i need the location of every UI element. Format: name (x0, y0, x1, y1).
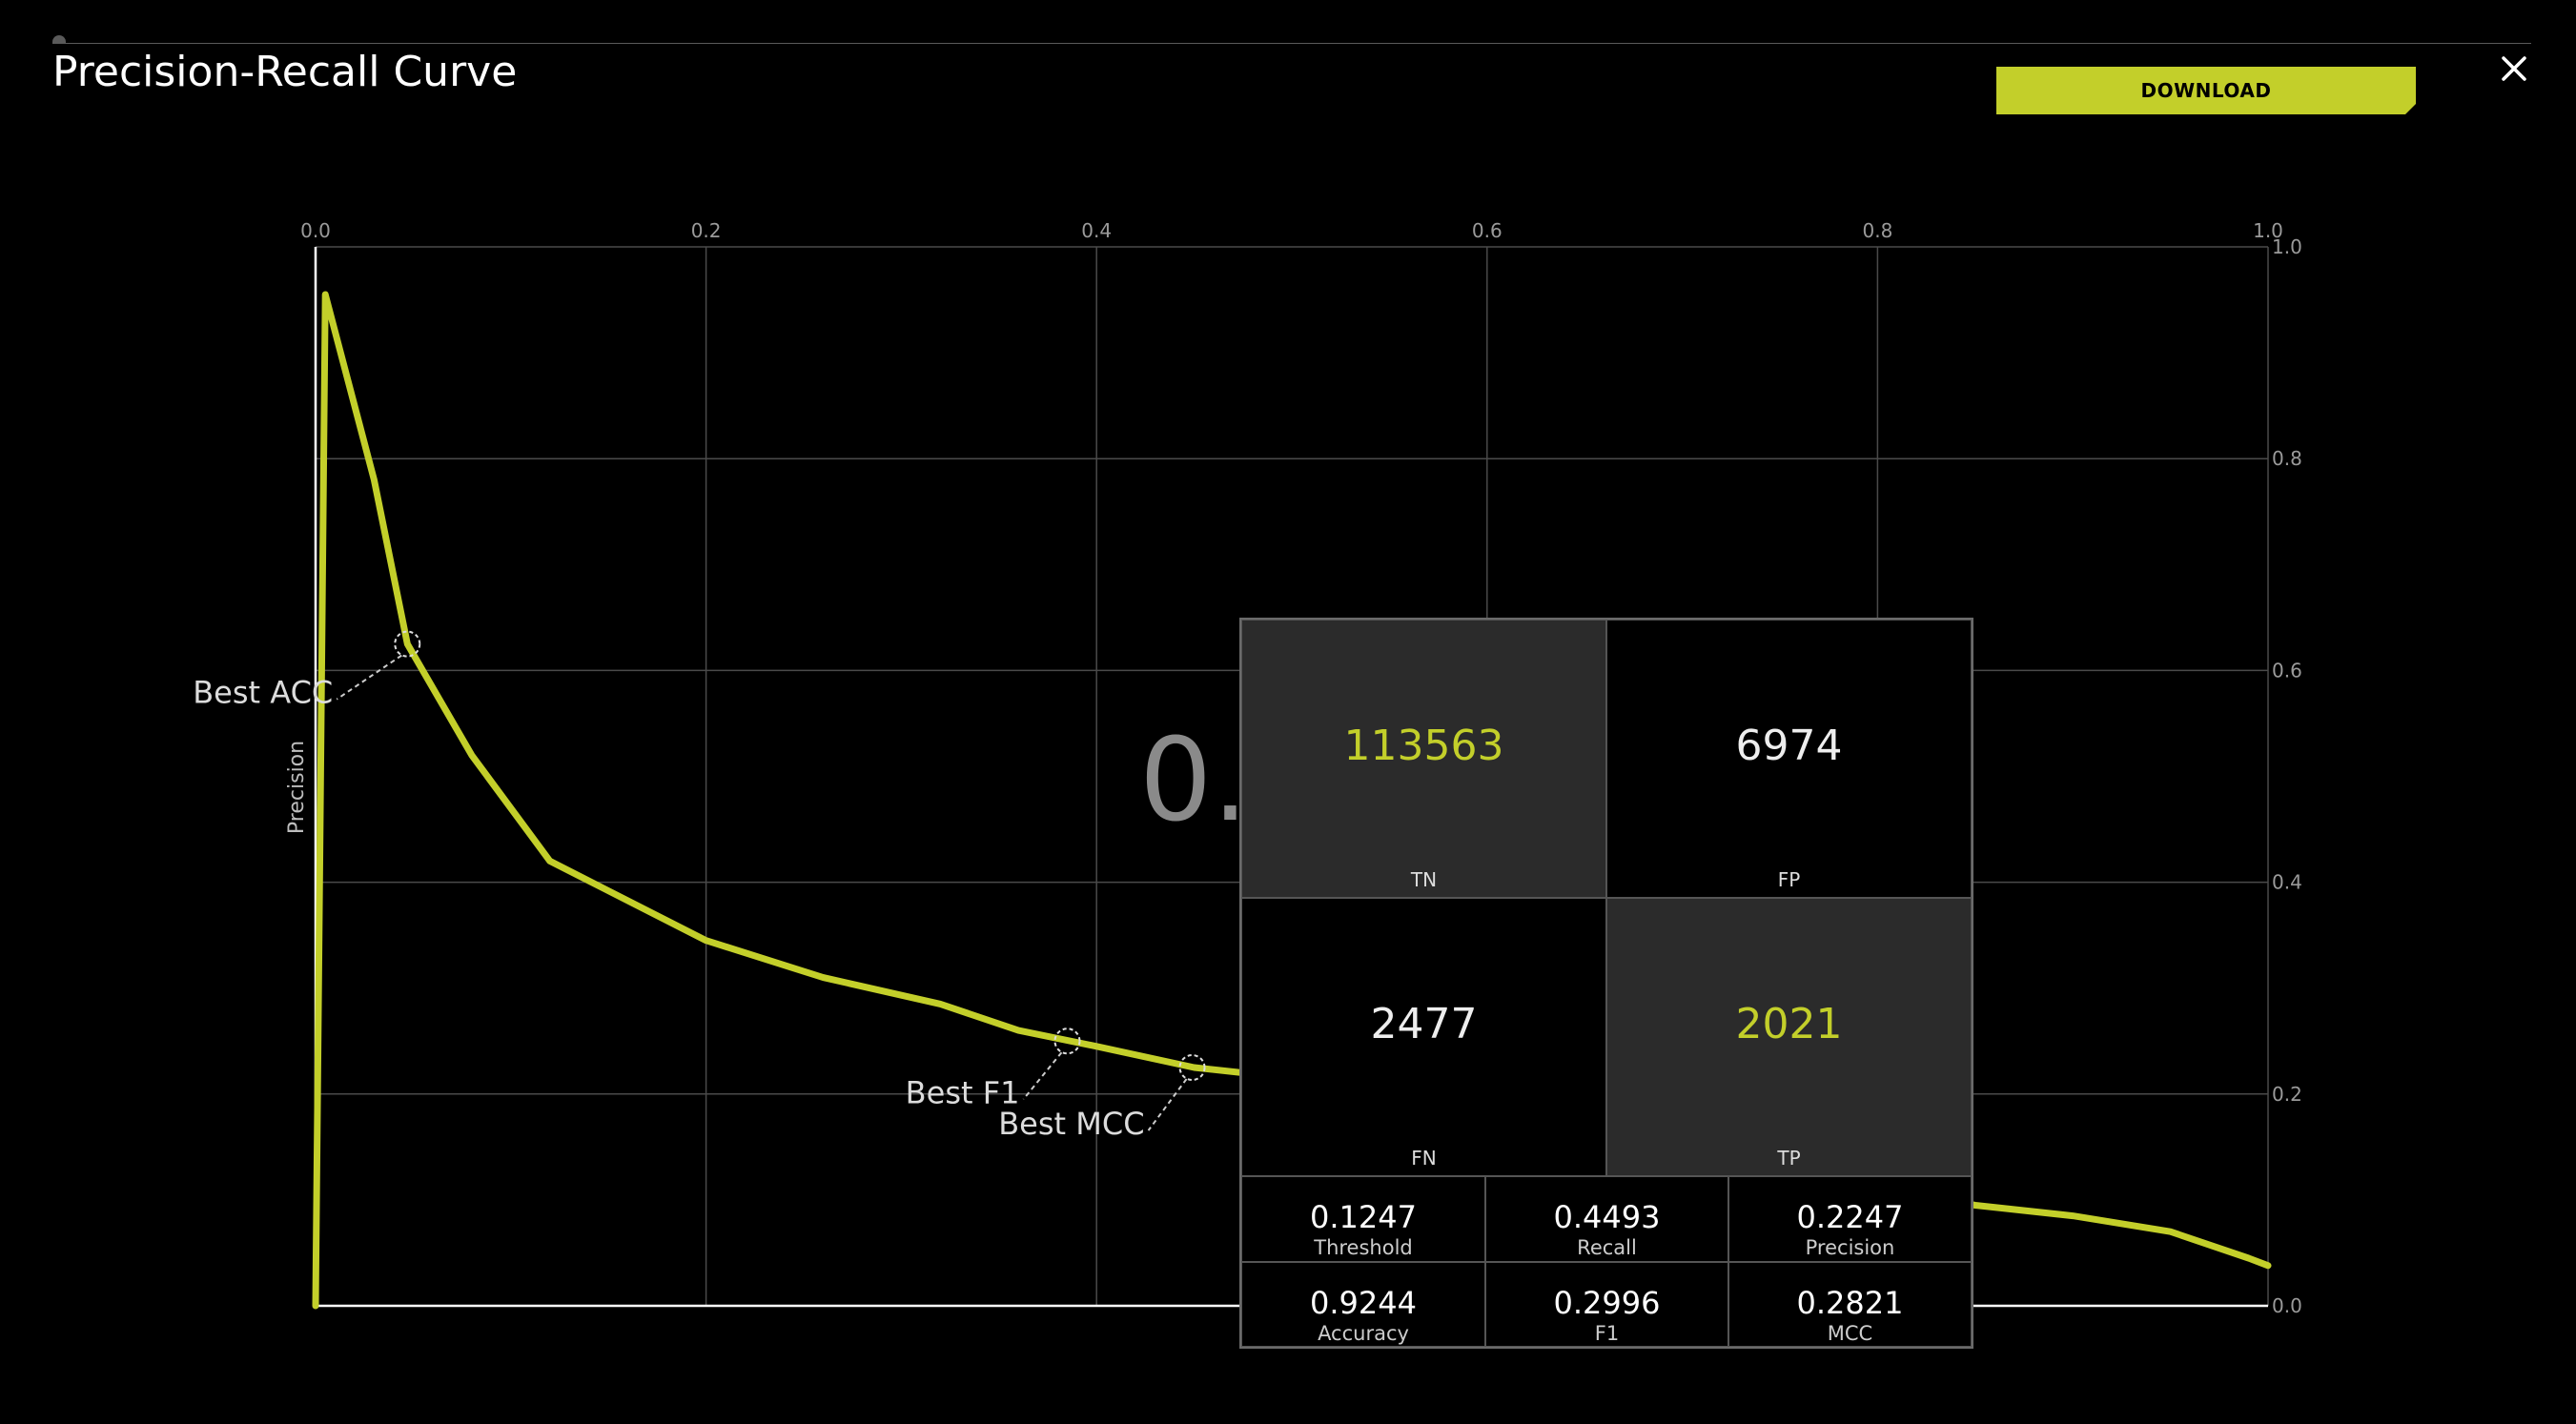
y-tick-label: 0.8 (2272, 447, 2302, 470)
header-tab-marker (52, 35, 66, 44)
metric-value: 0.4493 (1553, 1199, 1661, 1235)
metric-mcc: 0.2821 MCC (1728, 1262, 1972, 1347)
metric-label: Accuracy (1318, 1322, 1409, 1345)
x-tick-label: 0.8 (1862, 219, 1892, 242)
metric-threshold: 0.1247 Threshold (1241, 1176, 1485, 1262)
tn-label: TN (1410, 868, 1438, 891)
confusion-matrix-panel: 113563 TN 6974 FP 2477 FN 2021 TP 0.1247… (1239, 618, 1973, 1349)
annotation-leader-line (336, 654, 402, 701)
tp-cell: 2021 TP (1606, 898, 1972, 1176)
metric-precision: 0.2247 Precision (1728, 1176, 1972, 1262)
metric-label: Threshold (1314, 1236, 1413, 1259)
y-tick-label: 1.0 (2272, 235, 2302, 258)
fp-value: 6974 (1735, 722, 1843, 770)
metric-label: Recall (1577, 1236, 1637, 1259)
metric-label: MCC (1827, 1322, 1873, 1345)
annotation-label: Best F1 (906, 1074, 1020, 1110)
metric-label: Precision (1805, 1236, 1895, 1259)
annotation-label: Best ACC (193, 675, 333, 711)
fp-cell: 6974 FP (1606, 620, 1972, 898)
fn-label: FN (1411, 1147, 1437, 1170)
y-tick-label: 0.4 (2272, 871, 2302, 894)
y-tick-label: 0.2 (2272, 1083, 2302, 1106)
x-tick-label: 1.0 (2253, 219, 2283, 242)
metric-value: 0.2821 (1796, 1285, 1904, 1321)
header-divider (52, 43, 2531, 44)
metric-recall: 0.4493 Recall (1485, 1176, 1728, 1262)
annotation-marker (1178, 1054, 1206, 1082)
annotation-marker (394, 630, 421, 658)
metric-value: 0.9244 (1310, 1285, 1417, 1321)
fn-value: 2477 (1370, 1000, 1478, 1048)
fp-label: FP (1777, 868, 1801, 891)
y-axis-label: Precision (285, 741, 309, 834)
tp-label: TP (1777, 1147, 1801, 1170)
y-tick-label: 0.0 (2272, 1294, 2302, 1317)
y-tick-label: 0.6 (2272, 659, 2302, 681)
tn-cell: 113563 TN (1241, 620, 1606, 898)
metric-label: F1 (1594, 1322, 1620, 1345)
x-tick-label: 0.6 (1472, 219, 1503, 242)
metric-value: 0.2247 (1796, 1199, 1904, 1235)
x-tick-label: 0.2 (691, 219, 722, 242)
annotation-label: Best MCC (998, 1106, 1144, 1142)
metric-value: 0.2996 (1553, 1285, 1661, 1321)
annotation-leader-line (1022, 1051, 1063, 1100)
annotation-marker (1053, 1027, 1081, 1055)
metric-value: 0.1247 (1310, 1199, 1417, 1235)
background-value-text: 0. (1139, 715, 1249, 847)
page-title: Precision-Recall Curve (52, 48, 518, 96)
tn-value: 113563 (1343, 722, 1504, 770)
tp-value: 2021 (1735, 1000, 1843, 1048)
metric-f1: 0.2996 F1 (1485, 1262, 1728, 1347)
metric-accuracy: 0.9244 Accuracy (1241, 1262, 1485, 1347)
download-button[interactable]: DOWNLOAD (1996, 67, 2416, 114)
fn-cell: 2477 FN (1241, 898, 1606, 1176)
pr-curve-line (312, 291, 2272, 1310)
x-tick-label: 0.0 (300, 219, 331, 242)
annotation-leader-line (1147, 1078, 1188, 1131)
x-tick-label: 0.4 (1081, 219, 1112, 242)
close-icon[interactable] (2498, 52, 2530, 85)
